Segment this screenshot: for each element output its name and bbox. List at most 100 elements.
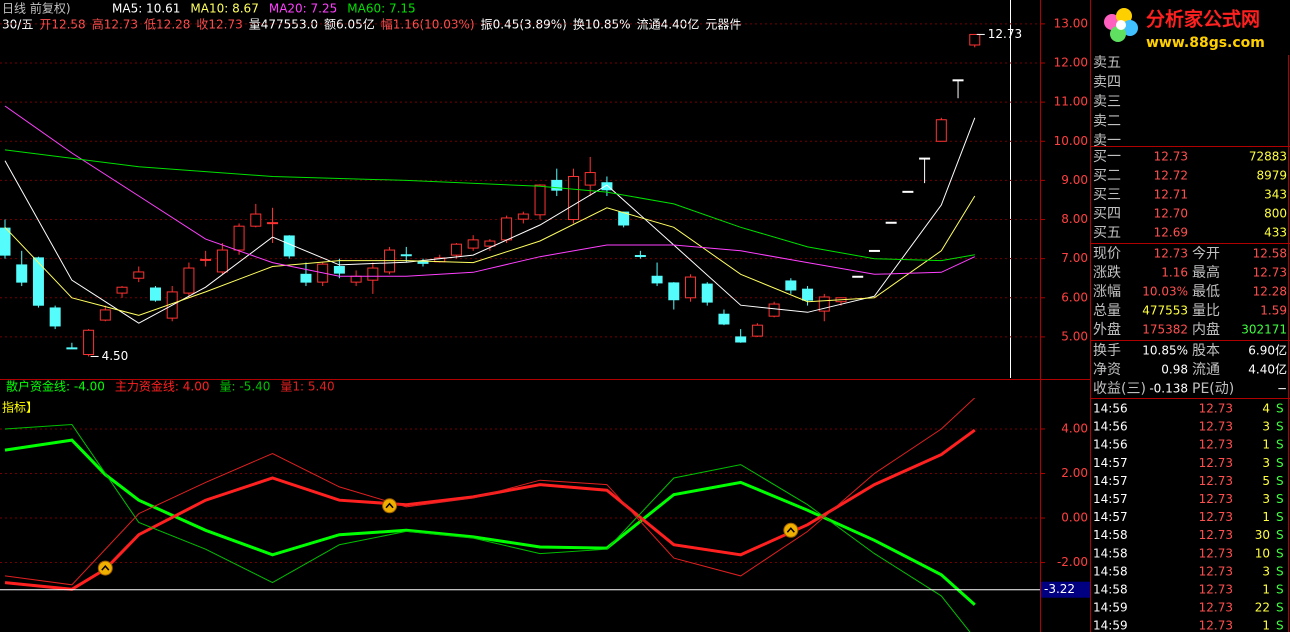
candle-body [902, 190, 914, 193]
candle-body [919, 157, 931, 160]
tick-volume: 10 [1255, 546, 1270, 560]
candle-body [601, 182, 613, 191]
tick-side: S [1276, 420, 1284, 434]
ask-label: 卖二 [1093, 114, 1121, 130]
tick-side: S [1276, 510, 1284, 524]
tick-side: S [1276, 528, 1284, 542]
candle-body [417, 261, 429, 264]
row-value: 12.73 [1253, 266, 1287, 280]
candle-body [935, 119, 947, 142]
tick-time: 14:58 [1093, 546, 1128, 560]
series-line [4, 398, 976, 586]
tick-volume: 4 [1262, 402, 1270, 416]
row-label: 现价 [1093, 246, 1121, 262]
y-tick-label: 9.00 [1061, 173, 1088, 187]
plot-area [0, 398, 1040, 632]
bid-volume: 72883 [1249, 150, 1287, 164]
candle-body [149, 287, 161, 301]
tick-time: 14:56 [1093, 438, 1128, 452]
candle-body [216, 249, 228, 273]
series-line [4, 428, 976, 591]
row-value: 12.58 [1253, 247, 1287, 261]
tick-price: 12.73 [1199, 619, 1233, 632]
candle-body [350, 275, 362, 283]
candle-body [450, 243, 462, 256]
series-line [4, 117, 976, 324]
row-label: 收益(三) [1093, 381, 1146, 397]
bid-label: 买一 [1093, 149, 1121, 165]
bid-volume: 800 [1264, 207, 1287, 221]
tick-price: 12.73 [1199, 528, 1233, 542]
bid-label: 买二 [1093, 168, 1121, 184]
row-label: 股本 [1192, 343, 1220, 359]
tick-side: S [1276, 474, 1284, 488]
bid-price: 12.71 [1154, 188, 1188, 202]
signal-chevron [385, 502, 394, 509]
annotation-label: 12.73 [988, 27, 1022, 41]
signal-marker [382, 498, 398, 514]
row-value: 12.73 [1154, 247, 1188, 261]
tick-volume: 1 [1262, 619, 1270, 632]
bid-volume: 433 [1264, 226, 1287, 240]
candle-body [701, 283, 713, 303]
chart-title: 日线 前复权) [2, 1, 71, 16]
row-value: 10.85% [1142, 344, 1188, 358]
series-line [4, 105, 976, 277]
candle-body [718, 313, 730, 325]
quote-item: 收12.73 [196, 18, 242, 32]
candle-body [818, 296, 830, 312]
legend-item: 主力资金线: 4.00 [115, 379, 210, 394]
tick-time: 14:58 [1093, 583, 1128, 597]
candle-body [367, 267, 379, 281]
candle-body [400, 254, 412, 257]
candle-body [83, 329, 95, 356]
row-label: 换手 [1093, 342, 1121, 359]
series-line [4, 423, 971, 632]
candle-body [885, 221, 897, 224]
indicator-name: 指标】 [2, 400, 38, 415]
tick-time: 14:57 [1093, 474, 1128, 488]
candle-body [969, 33, 981, 46]
tick-price: 12.73 [1199, 492, 1233, 506]
y-tick-label: 5.00 [1061, 329, 1088, 343]
tick-volume: 3 [1262, 456, 1270, 470]
tick-price: 12.73 [1199, 402, 1233, 416]
signal-marker [783, 522, 799, 538]
row-label: 最高 [1192, 264, 1220, 281]
tick-side: S [1276, 492, 1284, 506]
row-label: 总量 [1093, 303, 1121, 319]
quote-item: 30/五 [2, 18, 33, 32]
quote-item: 额6.05亿 [324, 17, 375, 32]
row-value: 0.98 [1161, 363, 1188, 377]
candle-body [250, 213, 262, 227]
candle-body [685, 276, 697, 299]
quote-item: 量477553.0 [249, 18, 318, 32]
candle-body [484, 240, 496, 247]
tick-side: S [1276, 456, 1284, 470]
quote-item: 高12.73 [92, 17, 138, 32]
candle-body [116, 286, 128, 294]
tick-price: 12.73 [1199, 546, 1233, 560]
tick-time: 14:56 [1093, 402, 1128, 416]
quote-item: 换10.85% [573, 18, 631, 32]
ask-label: 卖五 [1093, 55, 1121, 71]
row-value: 477553 [1142, 304, 1188, 318]
row-value: 302171 [1241, 323, 1287, 337]
candle-body [16, 264, 28, 283]
candle-body [768, 303, 780, 317]
candle-body [49, 307, 61, 327]
series-line [4, 195, 976, 316]
tick-price: 12.73 [1199, 456, 1233, 470]
bid-label: 买五 [1093, 225, 1121, 241]
row-label: 量比 [1192, 303, 1220, 319]
row-label: 涨跌 [1093, 265, 1121, 281]
row-label: 外盘 [1093, 321, 1121, 338]
tick-volume: 1 [1262, 583, 1270, 597]
candle-body [618, 211, 630, 226]
quote-item: 元器件 [705, 18, 741, 32]
candle-body [267, 222, 279, 225]
tick-price: 12.73 [1199, 420, 1233, 434]
